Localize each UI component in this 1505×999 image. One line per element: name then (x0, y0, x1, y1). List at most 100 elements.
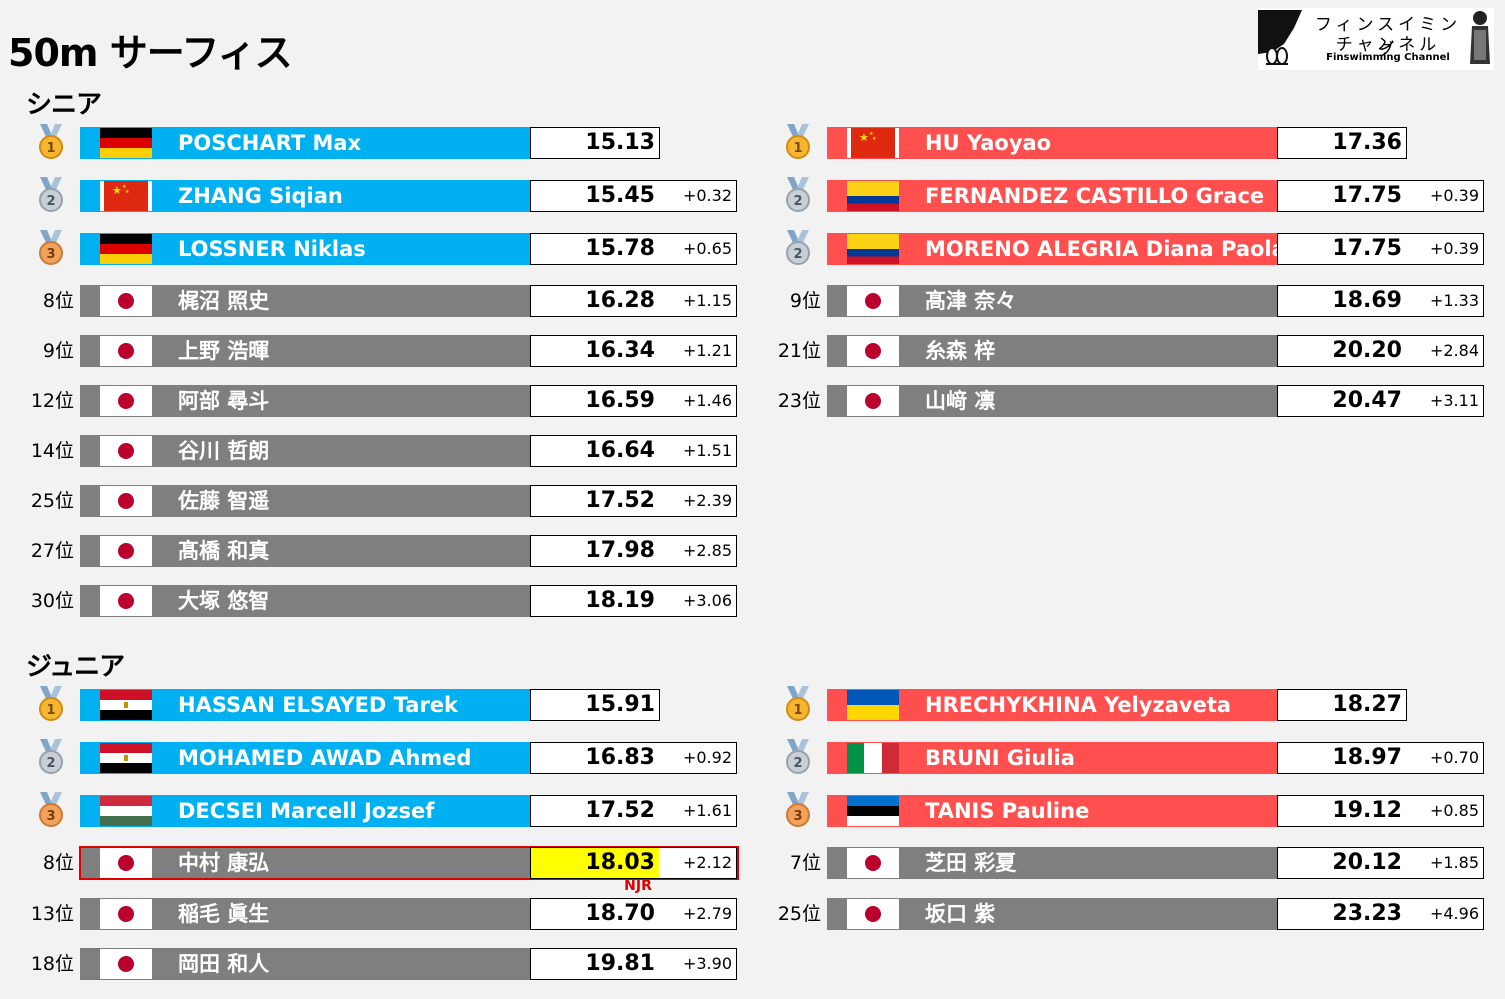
athlete-name: POSCHART Max (178, 131, 362, 155)
athlete-bar: 糸森 梓 (827, 335, 1277, 367)
medal-number: 3 (793, 809, 802, 824)
athlete-bar: 芝田 彩夏 (827, 847, 1277, 879)
athlete-name: 梶沼 照史 (178, 289, 270, 313)
section-label-senior: シニア (26, 90, 102, 120)
medal-number: 2 (46, 194, 55, 209)
japan-flag-icon (100, 386, 152, 416)
result-row: 25位 坂口 紫 23.23 +4.96 (775, 898, 1495, 930)
time-value: 17.75 (1277, 180, 1407, 212)
athlete-name: TANIS Pauline (925, 799, 1090, 823)
character-logo-icon (1470, 11, 1490, 64)
time-value: 23.23 (1277, 898, 1407, 930)
silver-medal-icon: 2 (781, 739, 815, 775)
result-row: 3 LOSSNER Niklas 15.78 +0.65 (28, 230, 748, 265)
rank-label: 8位 (42, 290, 74, 312)
germany-flag-icon (100, 234, 152, 264)
medal-number: 2 (46, 756, 55, 771)
svg-text:★: ★ (125, 189, 130, 195)
time-value: 16.28 (530, 285, 660, 317)
svg-text:★: ★ (872, 136, 877, 142)
athlete-name: 谷川 哲朗 (178, 439, 270, 463)
athlete-bar: 谷川 哲朗 (80, 435, 530, 467)
athlete-bar: MORENO ALEGRIA Diana Paola (827, 233, 1286, 265)
bronze-medal-icon: 3 (34, 792, 68, 828)
athlete-bar: FERNANDEZ CASTILLO Grace (827, 180, 1277, 212)
egypt-flag-icon (100, 743, 152, 773)
svg-text:★: ★ (859, 131, 869, 144)
athlete-bar: 佐藤 智遥 (80, 485, 530, 517)
time-diff: +1.15 (659, 285, 737, 317)
result-row: 18位 岡田 和人 19.81 +3.90 (28, 948, 748, 980)
time-diff: +2.85 (659, 535, 737, 567)
athlete-bar: 大塚 悠智 (80, 585, 530, 617)
result-row: 3 TANIS Pauline 19.12 +0.85 (775, 792, 1495, 827)
rank-label: 7位 (789, 852, 821, 874)
athlete-name: LOSSNER Niklas (178, 237, 366, 261)
svg-text:★: ★ (869, 131, 874, 137)
result-row: 9位 上野 浩暉 16.34 +1.21 (28, 335, 748, 367)
time-value: 19.81 (530, 948, 660, 980)
japan-flag-icon (847, 336, 899, 366)
time-value: 18.03 (530, 847, 660, 879)
gold-medal-icon: 1 (34, 686, 68, 722)
athlete-name: 坂口 紫 (925, 902, 996, 926)
china-flag-icon: ★ ★ ★ (847, 128, 899, 158)
time-diff: +2.84 (1406, 335, 1484, 367)
athlete-bar: DECSEI Marcell Jozsef (80, 795, 530, 827)
time-value: 18.69 (1277, 285, 1407, 317)
japan-flag-icon (847, 899, 899, 929)
japan-flag-icon (847, 286, 899, 316)
rank-label: 8位 (42, 852, 74, 874)
time-value: 17.98 (530, 535, 660, 567)
svg-text:★: ★ (122, 184, 127, 190)
gold-medal-icon: 1 (34, 124, 68, 160)
time-value: 20.20 (1277, 335, 1407, 367)
time-value: 15.45 (530, 180, 660, 212)
time-value: 18.97 (1277, 742, 1407, 774)
rank-label: 21位 (777, 340, 821, 362)
japan-flag-icon (100, 848, 152, 878)
athlete-name: 佐藤 智遥 (178, 489, 270, 513)
rank-label: 9位 (42, 340, 74, 362)
time-diff: +3.90 (659, 948, 737, 980)
athlete-name: 中村 康弘 (178, 851, 270, 875)
athlete-name: 岡田 和人 (178, 952, 270, 976)
athlete-name: 髙津 奈々 (925, 289, 1017, 313)
athlete-name: 芝田 彩夏 (925, 851, 1017, 875)
italy-flag-icon (847, 743, 899, 773)
athlete-bar: MOHAMED AWAD Ahmed (80, 742, 530, 774)
estonia-flag-icon (847, 796, 899, 826)
medal-number: 2 (793, 194, 802, 209)
athlete-name: 糸森 梓 (925, 339, 996, 363)
result-row: 13位 稲毛 眞生 18.70 +2.79 (28, 898, 748, 930)
section-label-junior: ジュニア (26, 652, 125, 682)
logo-text-jp-1: フィンスイミング (1314, 15, 1462, 60)
athlete-name: FERNANDEZ CASTILLO Grace (925, 184, 1265, 208)
time-value: 20.47 (1277, 385, 1407, 417)
svg-text:★: ★ (112, 184, 122, 197)
time-diff: +1.85 (1406, 847, 1484, 879)
athlete-name: 稲毛 眞生 (178, 902, 270, 926)
time-value: 20.12 (1277, 847, 1407, 879)
japan-flag-icon (100, 536, 152, 566)
medal-number: 1 (46, 141, 55, 156)
result-row: 2 BRUNI Giulia 18.97 +0.70 (775, 739, 1495, 775)
time-value: 18.19 (530, 585, 660, 617)
time-value: 16.64 (530, 435, 660, 467)
result-row: 25位 佐藤 智遥 17.52 +2.39 (28, 485, 748, 517)
silver-medal-icon: 2 (34, 177, 68, 213)
time-value: 15.78 (530, 233, 660, 265)
athlete-bar: HASSAN ELSAYED Tarek (80, 689, 530, 721)
time-diff: +0.32 (659, 180, 737, 212)
athlete-bar: 上野 浩暉 (80, 335, 530, 367)
time-diff: +2.79 (659, 898, 737, 930)
athlete-bar: 稲毛 眞生 (80, 898, 530, 930)
medal-number: 1 (46, 703, 55, 718)
result-row: 12位 阿部 尋斗 16.59 +1.46 (28, 385, 748, 417)
ukraine-flag-icon (847, 690, 899, 720)
athlete-name: MOHAMED AWAD Ahmed (178, 746, 472, 770)
time-value: 16.34 (530, 335, 660, 367)
japan-flag-icon (847, 386, 899, 416)
athlete-name: BRUNI Giulia (925, 746, 1075, 770)
logo-text-jp-2: チャンネル (1335, 35, 1441, 55)
